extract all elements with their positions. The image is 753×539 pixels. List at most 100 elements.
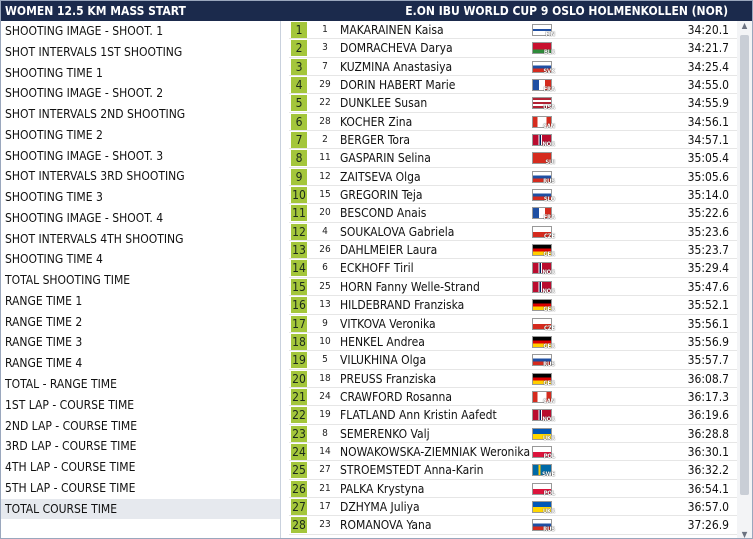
result-row[interactable]: 2 3 DOMRACHEVA Darya BLR 34:21.7 (289, 39, 737, 58)
menu-item[interactable]: SHOT INTERVALS 1ST SHOOTING (5, 44, 183, 59)
menu-item[interactable]: SHOT INTERVALS 4TH SHOOTING (5, 231, 184, 246)
menu-item[interactable]: TOTAL SHOOTING TIME (5, 273, 131, 288)
nation-flag-icon: UKR (532, 427, 555, 442)
scroll-thumb[interactable] (740, 35, 749, 495)
nation-flag-icon: SUI (532, 152, 555, 167)
athlete-name: CRAWFORD Rosanna (340, 389, 453, 404)
nation-flag-icon: GER (532, 299, 555, 313)
menu-item[interactable]: RANGE TIME 2 (5, 314, 83, 329)
nation-flag-icon: SVK (532, 60, 555, 75)
nation-code: CZE (544, 232, 555, 240)
nation-code: RUS (543, 361, 555, 369)
result-row[interactable]: 8 11 GASPARIN Selina SUI 35:05.4 (289, 149, 737, 168)
nation-flag-icon: RUS (532, 519, 555, 533)
nation-flag-icon: NOR (532, 262, 555, 277)
rank-badge: 7 (291, 132, 307, 149)
rank-badge: 20 (291, 370, 307, 387)
rank-badge: 26 (291, 480, 307, 497)
menu-item[interactable]: SHOOTING IMAGE - SHOOT. 1 (5, 24, 164, 38)
menu-item[interactable]: SHOOTING TIME 1 (5, 65, 103, 80)
athlete-name: STROEMSTEDT Anna-Karin (340, 463, 484, 478)
nation-flag-icon: GER (532, 372, 555, 387)
result-row[interactable]: 10 15 GREGORIN Teja SLO 35:14.0 (289, 186, 737, 205)
result-row[interactable]: 19 5 VILUKHINA Olga RUS 35:57.7 (289, 351, 737, 370)
menu-item[interactable]: TOTAL COURSE TIME (1, 498, 280, 520)
result-row[interactable]: 6 28 KOCHER Zina CAN 34:56.1 (289, 113, 737, 132)
result-row[interactable]: 24 14 NOWAKOWSKA-ZIEMNIAK Weronika POL 36:30… (289, 443, 737, 462)
athlete-name: SEMERENKO Valj (340, 426, 430, 441)
result-row[interactable]: 17 9 VITKOVA Veronika CZE 35:56.1 (289, 315, 737, 333)
nation-flag-icon: GER (532, 335, 555, 350)
bib-number: 20 (319, 207, 331, 219)
nation-code: NOR (542, 269, 555, 277)
result-row[interactable]: 14 6 ECKHOFF Tiril NOR 35:29.4 (289, 259, 737, 278)
result-row[interactable]: 22 19 FLATLAND Ann Kristin Aafedt NOR 36:19.… (289, 406, 737, 425)
result-time: 35:56.9 (687, 334, 729, 349)
result-row[interactable]: 15 25 HORN Fanny Welle-Strand NOR 35:47.6 (289, 278, 737, 297)
menu-item[interactable]: SHOT INTERVALS 3RD SHOOTING (5, 169, 185, 184)
nation-code: SUI (545, 159, 555, 167)
scroll-up-icon[interactable]: ▲ (741, 21, 748, 30)
bib-number: 29 (319, 79, 331, 91)
result-time: 34:55.9 (687, 96, 729, 111)
rank-badge: 5 (291, 95, 307, 112)
result-row[interactable]: 9 12 ZAITSEVA Olga RUS 35:05.6 (289, 168, 737, 187)
bib-number: 23 (319, 519, 331, 531)
nation-flag-icon: USA (532, 97, 555, 111)
bib-number: 11 (319, 152, 331, 164)
nation-flag-icon: FIN (532, 24, 555, 38)
result-row[interactable]: 18 10 HENKEL Andrea GER 35:56.9 (289, 333, 737, 352)
result-row[interactable]: 21 24 CRAWFORD Rosanna CAN 36:17.3 (289, 388, 737, 407)
menu-item[interactable]: SHOOTING IMAGE - SHOOT. 3 (5, 148, 164, 163)
bib-number: 15 (319, 189, 331, 201)
menu-item[interactable]: 1ST LAP - COURSE TIME (5, 397, 135, 412)
result-time: 35:22.6 (687, 206, 729, 221)
result-row[interactable]: 13 26 DAHLMEIER Laura GER 35:23.7 (289, 241, 737, 260)
result-row[interactable]: 3 7 KUZMINA Anastasiya SVK 34:25.4 (289, 58, 737, 77)
menu-item[interactable]: RANGE TIME 4 (5, 356, 83, 371)
result-row[interactable]: 28 23 ROMANOVA Yana RUS 37:26.9 (289, 516, 737, 535)
result-time: 35:56.1 (687, 316, 729, 331)
bib-number: 8 (322, 427, 328, 439)
race-title: WOMEN 12.5 KM MASS START (5, 4, 186, 18)
menu-item[interactable]: RANGE TIME 3 (5, 335, 83, 350)
athlete-name: BERGER Tora (340, 133, 411, 148)
scroll-down-icon[interactable]: ▼ (741, 530, 748, 539)
menu-item[interactable]: SHOOTING IMAGE - SHOOT. 2 (5, 86, 164, 101)
menu-item[interactable]: SHOOTING TIME 2 (5, 127, 103, 142)
result-row[interactable]: 23 8 SEMERENKO Valj UKR 36:28.8 (289, 425, 737, 443)
menu-item[interactable]: SHOOTING TIME 3 (5, 190, 103, 205)
nation-flag-icon: NOR (532, 409, 555, 423)
result-row[interactable]: 4 29 DORIN HABERT Marie FRA 34:55.0 (289, 76, 737, 95)
result-row[interactable]: 25 27 STROEMSTEDT Anna-Karin SWE 36:32.2 (289, 461, 737, 480)
bib-number: 5 (322, 354, 328, 366)
menu-item[interactable]: 2ND LAP - COURSE TIME (5, 418, 138, 433)
rank-badge: 22 (291, 407, 307, 424)
scrollbar[interactable]: ▲ ▼ (737, 21, 752, 539)
menu-item[interactable]: SHOOTING TIME 4 (5, 252, 103, 267)
result-row[interactable]: 5 22 DUNKLEE Susan USA 34:55.9 (289, 94, 737, 113)
menu-item[interactable]: 4TH LAP - COURSE TIME (5, 460, 136, 475)
menu-item[interactable]: TOTAL - RANGE TIME (5, 377, 117, 392)
menu-item[interactable]: 3RD LAP - COURSE TIME (5, 439, 137, 454)
bib-number: 25 (319, 280, 331, 292)
result-row[interactable]: 27 17 DZHYMA Juliya UKR 36:57.0 (289, 498, 737, 517)
menu-item[interactable]: SHOT INTERVALS 2ND SHOOTING (5, 107, 186, 122)
result-row[interactable]: 11 20 BESCOND Anais FRA 35:22.6 (289, 204, 737, 223)
athlete-name: PALKA Krystyna (340, 481, 425, 496)
result-time: 35:14.0 (687, 188, 729, 203)
nation-code: FRA (543, 214, 556, 222)
menu-item[interactable]: RANGE TIME 1 (5, 293, 83, 308)
menu-item[interactable]: 5TH LAP - COURSE TIME (5, 480, 136, 495)
result-row[interactable]: 20 18 PREUSS Franziska GER 36:08.7 (289, 370, 737, 388)
result-row[interactable]: 26 21 PALKA Krystyna POL 36:54.1 (289, 480, 737, 498)
rank-badge: 27 (291, 498, 307, 515)
result-row[interactable]: 1 1 MAKARAINEN Kaisa FIN 34:20.1 (289, 21, 737, 40)
title-bar: WOMEN 12.5 KM MASS START E.ON IBU WORLD … (1, 1, 752, 21)
result-time: 34:20.1 (687, 23, 729, 37)
menu-item[interactable]: SHOOTING IMAGE - SHOOT. 4 (5, 210, 164, 225)
result-row[interactable]: 16 13 HILDEBRAND Franziska GER 35:52.1 (289, 296, 737, 315)
result-row[interactable]: 7 2 BERGER Tora NOR 34:57.1 (289, 131, 737, 150)
result-row[interactable]: 12 4 SOUKALOVA Gabriela CZE 35:23.6 (289, 223, 737, 242)
